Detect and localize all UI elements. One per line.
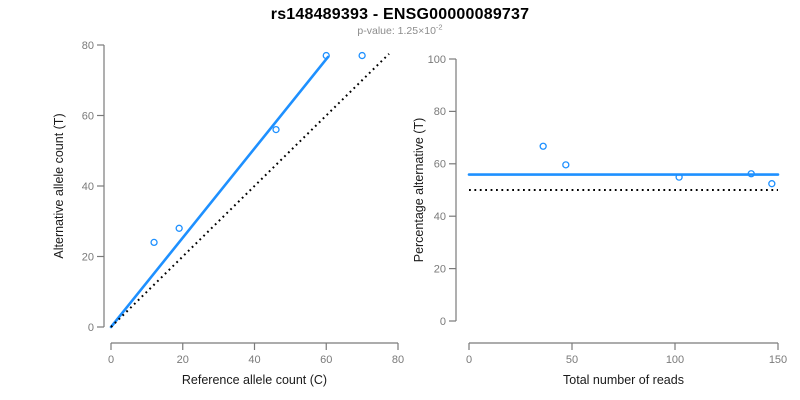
figure-subtitle: p-value: 1.25×10-2 bbox=[0, 22, 800, 37]
data-point bbox=[175, 224, 183, 232]
x-axis-title: Reference allele count (C) bbox=[182, 373, 327, 387]
pvalue-text: p-value: 1.25×10 bbox=[357, 25, 436, 37]
data-point bbox=[768, 180, 776, 188]
figure-title: rs148489393 - ENSG00000089737 bbox=[270, 6, 530, 23]
y-tick-label: 20 bbox=[82, 251, 94, 263]
y-tick-label: 60 bbox=[82, 110, 94, 122]
data-point bbox=[322, 51, 330, 60]
y-axis-title: Alternative allele count (T) bbox=[52, 113, 66, 258]
y-tick-label: 80 bbox=[82, 40, 94, 52]
reference-line bbox=[110, 53, 390, 328]
x-tick-label: 50 bbox=[566, 354, 578, 366]
x-tick-label: 40 bbox=[248, 354, 260, 366]
y-tick-label: 80 bbox=[434, 106, 446, 118]
data-point bbox=[272, 125, 280, 134]
y-tick-label: 0 bbox=[88, 322, 94, 334]
x-tick-label: 100 bbox=[666, 354, 684, 366]
left-scatter-panel: 0 20 40 60 80 0 20 40 60 80 Reference allele count… bbox=[52, 40, 404, 387]
x-tick-label: 20 bbox=[177, 354, 189, 366]
x-tick-label: 150 bbox=[769, 354, 787, 366]
y-tick-label: 60 bbox=[434, 159, 446, 171]
y-tick-label: 40 bbox=[434, 211, 446, 223]
right-scatter-panel: 0 20 40 60 80 100 0 50 100 150 Total number of rea… bbox=[412, 54, 787, 387]
data-point bbox=[562, 161, 570, 169]
x-tick-label: 0 bbox=[108, 354, 114, 366]
data-point bbox=[539, 142, 547, 150]
data-point bbox=[358, 51, 366, 60]
data-point bbox=[747, 170, 755, 178]
y-axis-title: Percentage alternative (T) bbox=[412, 118, 426, 263]
data-point bbox=[675, 173, 683, 181]
x-tick-label: 60 bbox=[320, 354, 332, 366]
pvalue-exponent: -2 bbox=[435, 22, 443, 32]
x-tick-label: 80 bbox=[392, 354, 404, 366]
y-tick-label: 20 bbox=[434, 263, 446, 275]
y-tick-label: 0 bbox=[440, 316, 446, 328]
x-axis-title: Total number of reads bbox=[563, 373, 684, 387]
data-point bbox=[150, 238, 158, 247]
y-tick-label: 40 bbox=[82, 181, 94, 193]
fit-line bbox=[109, 55, 330, 329]
x-tick-label: 0 bbox=[466, 354, 472, 366]
y-tick-label: 100 bbox=[428, 54, 446, 66]
